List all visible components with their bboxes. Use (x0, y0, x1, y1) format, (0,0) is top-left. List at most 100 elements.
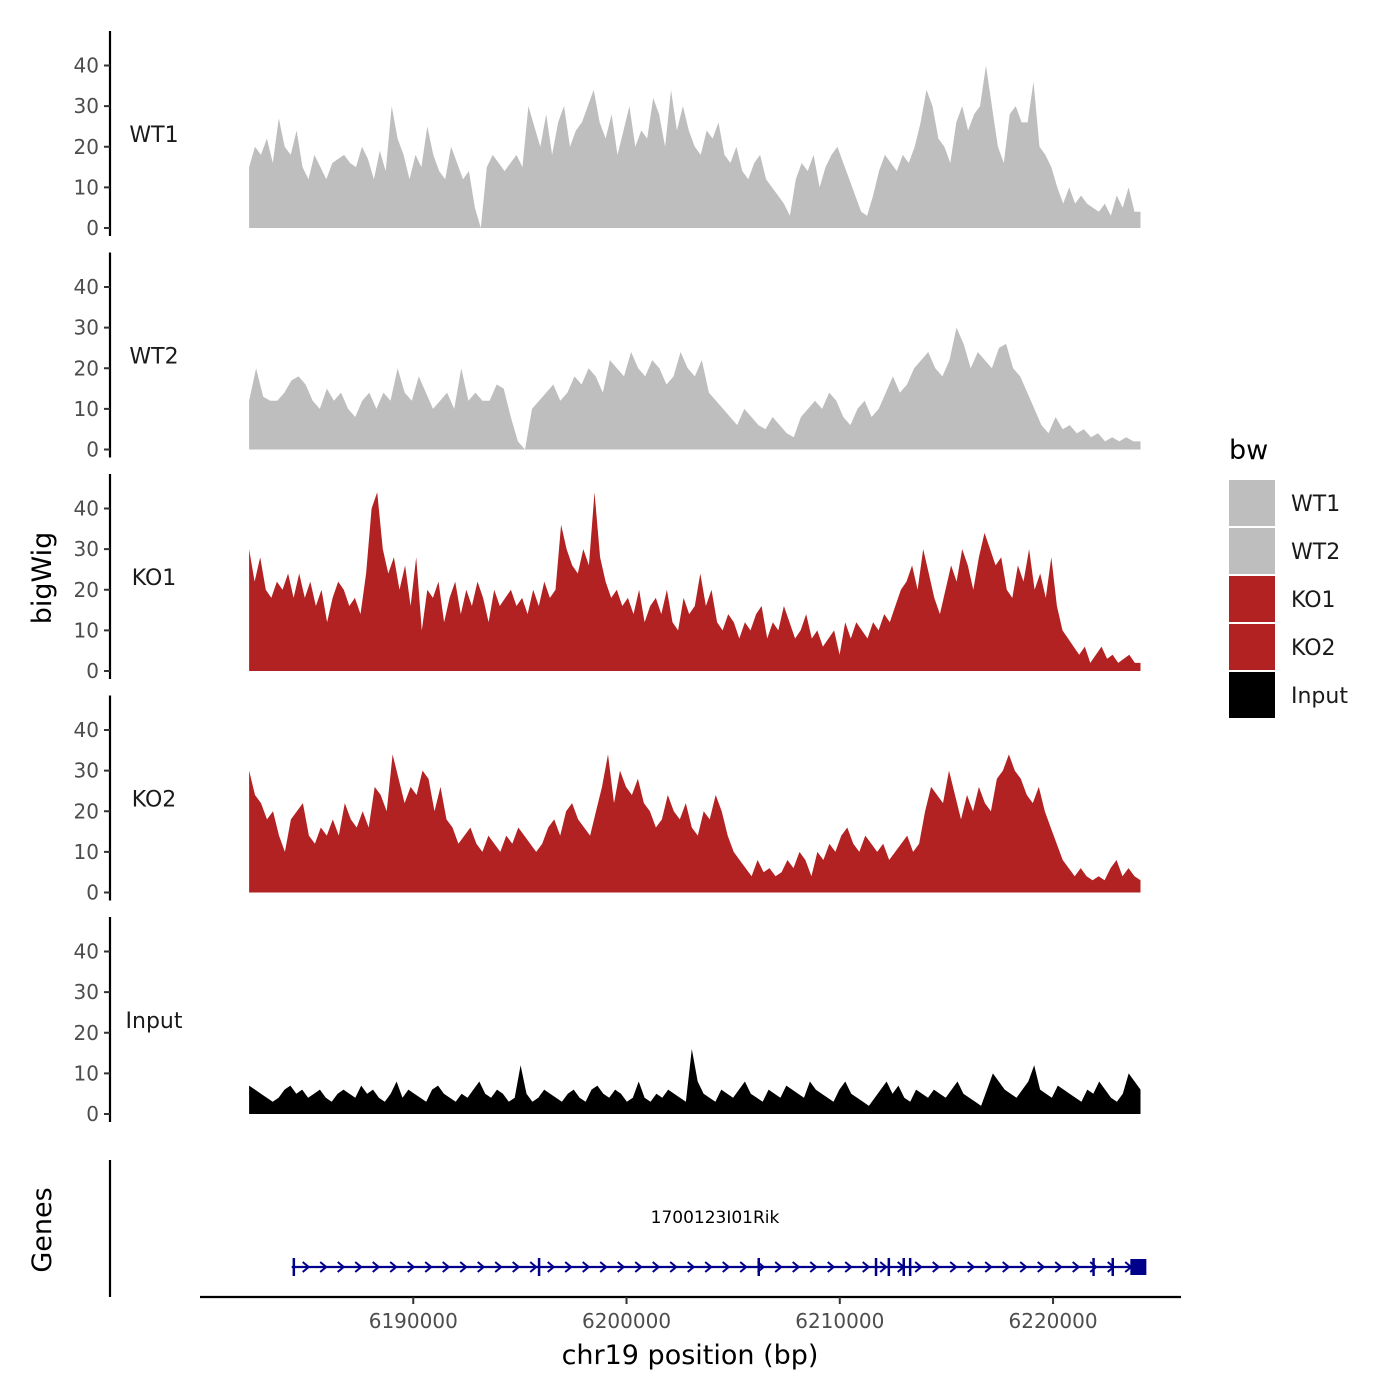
strand-arrow (337, 1261, 346, 1273)
strand-arrow (984, 1261, 993, 1273)
legend-label-ko1: KO1 (1291, 588, 1336, 613)
y-tick-label: 40 (74, 497, 99, 521)
y-tick-label: 10 (74, 397, 99, 421)
strand-arrow (879, 1261, 888, 1273)
strand-arrow (512, 1261, 521, 1273)
strand-arrow (494, 1261, 503, 1273)
track-label-ko1: KO1 (132, 566, 177, 591)
strand-arrow (774, 1261, 783, 1273)
legend-key-wt1 (1229, 480, 1275, 526)
track-area-wt1 (249, 65, 1141, 228)
legend-key-wt2 (1229, 528, 1275, 574)
y-tick-label: 0 (86, 659, 99, 683)
y-tick-label: 40 (74, 54, 99, 78)
strand-arrow (739, 1261, 748, 1273)
strand-arrow (319, 1261, 328, 1273)
legend-label-input: Input (1291, 684, 1348, 709)
track-label-wt1: WT1 (129, 123, 178, 148)
strand-arrow (949, 1261, 958, 1273)
strand-arrow (442, 1261, 451, 1273)
y-tick-label: 20 (74, 356, 99, 380)
strand-arrow (687, 1261, 696, 1273)
track-area-ko1 (249, 492, 1141, 671)
y-tick-label: 10 (74, 618, 99, 642)
strand-arrow (862, 1261, 871, 1273)
y-tick-label: 30 (74, 759, 99, 783)
strand-arrow (529, 1261, 538, 1273)
x-tick-label: 6190000 (369, 1309, 458, 1333)
coverage-tracks: 0 10 20 30 40 WT1 0 10 20 30 40 WT2 0 10 20 30 40 KO1 0 10 2… (74, 31, 1141, 1126)
track-input: 0 10 20 30 40 Input (74, 917, 1141, 1126)
strand-arrow (827, 1261, 836, 1273)
y-tick-label: 0 (86, 1102, 99, 1126)
y-tick-label: 0 (86, 438, 99, 462)
legend-label-wt2: WT2 (1291, 540, 1340, 565)
legend-key-input (1229, 672, 1275, 718)
track-label-input: Input (126, 1009, 183, 1034)
legend-title: bw (1229, 435, 1268, 466)
track-label-wt2: WT2 (129, 345, 178, 370)
strand-arrow (617, 1261, 626, 1273)
strand-arrow (669, 1261, 678, 1273)
y-tick-label: 30 (74, 94, 99, 118)
y-tick-label: 30 (74, 537, 99, 561)
strand-arrow (634, 1261, 643, 1273)
gene-end-block (1130, 1259, 1147, 1275)
strand-arrow (407, 1261, 416, 1273)
strand-arrow (792, 1261, 801, 1273)
track-area-wt2 (249, 327, 1141, 450)
strand-arrow (914, 1261, 923, 1273)
strand-arrow (967, 1261, 976, 1273)
x-tick-label: 6210000 (795, 1309, 884, 1333)
strand-arrow (1089, 1261, 1098, 1273)
legend-label-wt1: WT1 (1291, 492, 1340, 517)
strand-arrow (652, 1261, 661, 1273)
x-axis: 6190000 6200000 6210000 6220000 (200, 1295, 1181, 1333)
y-tick-label: 20 (74, 799, 99, 823)
y-tick-label: 30 (74, 980, 99, 1004)
y-tick-label: 0 (86, 881, 99, 905)
y-tick-label: 40 (74, 275, 99, 299)
strand-arrow (1002, 1261, 1011, 1273)
y-tick-label: 10 (74, 840, 99, 864)
gene-name-label: 1700123I01Rik (651, 1208, 780, 1228)
track-area-ko2 (249, 754, 1141, 893)
strand-arrow (932, 1261, 941, 1273)
strand-arrow (599, 1261, 608, 1273)
y-tick-label: 30 (74, 316, 99, 340)
strand-arrow (809, 1261, 818, 1273)
x-axis-title: chr19 position (bp) (562, 1340, 819, 1371)
strand-arrow (1037, 1261, 1046, 1273)
y-tick-label: 20 (74, 578, 99, 602)
y-tick-label: 10 (74, 175, 99, 199)
strand-arrow (1019, 1261, 1028, 1273)
legend-key-ko1 (1229, 576, 1275, 622)
track-wt2: 0 10 20 30 40 WT2 (74, 252, 1141, 462)
strand-arrow (477, 1261, 486, 1273)
track-wt1: 0 10 20 30 40 WT1 (74, 31, 1141, 240)
track-label-ko2: KO2 (132, 788, 177, 813)
track-area-input (249, 1049, 1141, 1114)
legend-key-ko2 (1229, 624, 1275, 670)
strand-arrow (302, 1261, 311, 1273)
y-axis-title: bigWig (27, 532, 58, 625)
strand-arrow (564, 1261, 573, 1273)
strand-arrow (844, 1261, 853, 1273)
y-tick-label: 40 (74, 718, 99, 742)
y-tick-label: 10 (74, 1061, 99, 1085)
strand-arrow (722, 1261, 731, 1273)
y-tick-label: 20 (74, 1021, 99, 1045)
track-ko1: 0 10 20 30 40 KO1 (74, 474, 1141, 683)
strand-arrow (547, 1261, 556, 1273)
track-ko2: 0 10 20 30 40 KO2 (74, 695, 1141, 905)
legend: bw WT1 WT2 KO1 KO2 Input (1229, 435, 1348, 718)
y-tick-label: 40 (74, 940, 99, 964)
legend-label-ko2: KO2 (1291, 636, 1336, 661)
x-tick-label: 6220000 (1009, 1309, 1098, 1333)
y-tick-label: 0 (86, 216, 99, 240)
gene-panel: 1700123I01Rik (108, 1160, 1147, 1297)
strand-arrow (389, 1261, 398, 1273)
strand-arrow (424, 1261, 433, 1273)
strand-arrow (1054, 1261, 1063, 1273)
